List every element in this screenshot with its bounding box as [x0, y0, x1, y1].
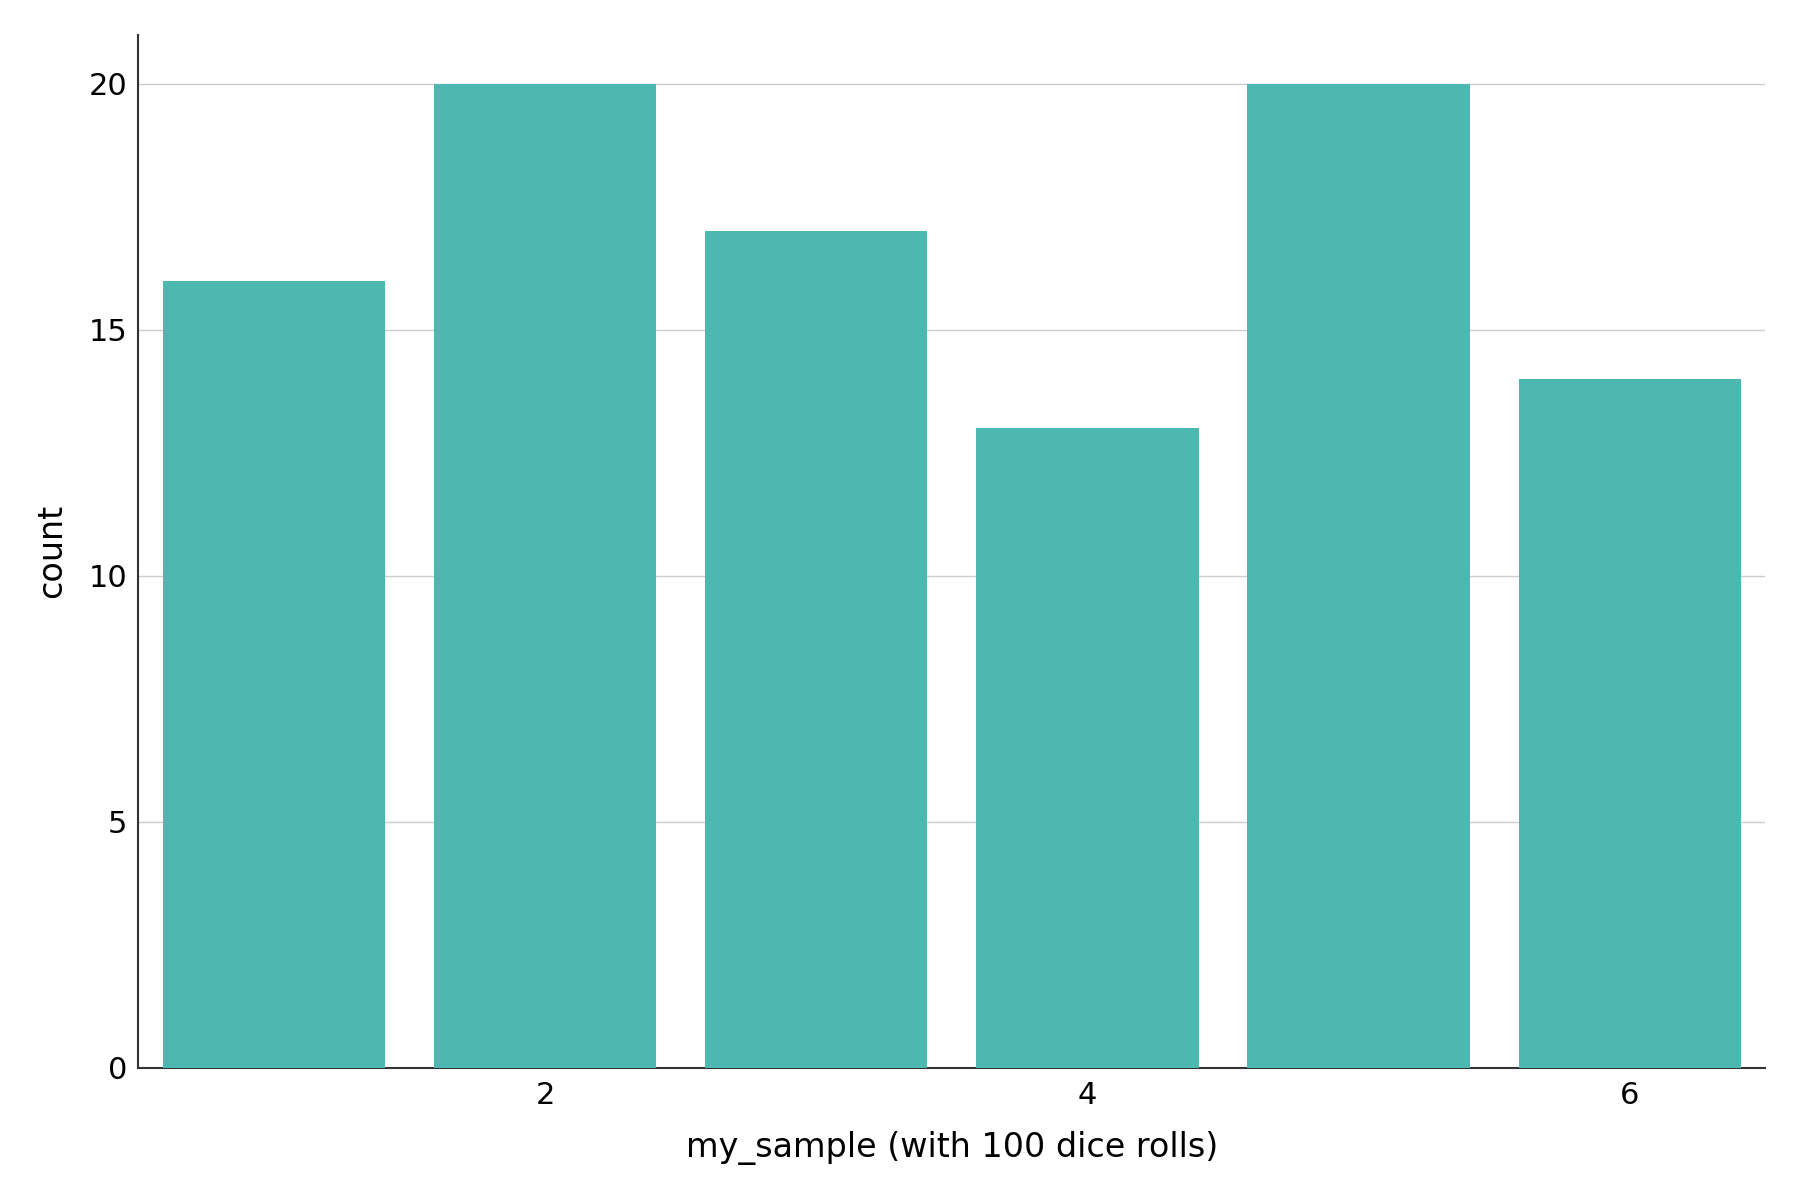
Bar [1519, 379, 1741, 1068]
Bar [162, 281, 385, 1068]
Bar [976, 428, 1199, 1068]
Bar [706, 232, 927, 1068]
Bar [434, 84, 657, 1068]
Y-axis label: count: count [34, 504, 68, 599]
X-axis label: my_sample (with 100 dice rolls): my_sample (with 100 dice rolls) [686, 1132, 1219, 1165]
Bar [1247, 84, 1471, 1068]
